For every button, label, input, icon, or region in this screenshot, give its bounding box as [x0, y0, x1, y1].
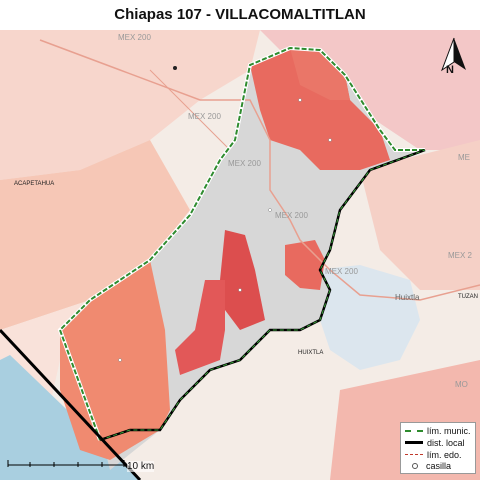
- map-canvas: MEX 200 MEX 200 MEX 200 MEX 200 MEX 200 …: [0, 30, 480, 480]
- legend-swatch-state: [405, 454, 423, 455]
- road-label: MEX 200: [275, 211, 308, 220]
- casilla-dot: [328, 138, 332, 142]
- municipality-north-west: [0, 30, 260, 180]
- municipality-east: [360, 140, 480, 290]
- legend-item-district: dist. local: [405, 437, 465, 448]
- place-label: HUIXTLA: [298, 350, 323, 356]
- road-secondary: [149, 69, 231, 151]
- section-east: [285, 240, 325, 290]
- road-label: MEX 200: [188, 112, 221, 121]
- legend-label: casilla: [426, 460, 452, 471]
- road-label: MO: [455, 380, 468, 389]
- casilla-dot: [238, 288, 242, 292]
- section-north-b: [290, 48, 350, 100]
- map-title: Chiapas 107 - VILLACOMALTITLAN: [114, 6, 366, 23]
- road-mex-200: [39, 39, 480, 301]
- map-frame: MEX 200 MEX 200 MEX 200 MEX 200 MEX 200 …: [0, 30, 480, 480]
- place-label: ACAPETAHUA: [14, 181, 54, 187]
- legend-item-state: lím. edo.: [405, 449, 462, 460]
- legend-label: lím. munic.: [427, 425, 471, 436]
- scale-bar: [7, 460, 125, 467]
- legend-item-casilla: casilla: [405, 460, 451, 471]
- legend-label: lím. edo.: [427, 449, 462, 460]
- legend-label: dist. local: [427, 437, 465, 448]
- legend: lím. munic. dist. local lím. edo. casill…: [400, 422, 476, 474]
- coastline-state-boundary: [0, 328, 142, 480]
- town-marker: [173, 66, 177, 70]
- casilla-dot: [298, 98, 302, 102]
- casilla-dot: [268, 208, 272, 212]
- road-label: MEX 200: [325, 267, 358, 276]
- casilla-dot: [118, 358, 122, 362]
- north-label: N: [446, 64, 454, 76]
- huixtla-urban-area: [315, 265, 420, 370]
- road-label: MEX 2: [448, 251, 473, 260]
- municipality-west: [0, 140, 190, 330]
- scale-label: 10 km: [127, 461, 155, 472]
- district-boundary-inner: [99, 149, 426, 441]
- legend-item-municipal: lím. munic.: [405, 425, 471, 436]
- road-label: ME: [458, 153, 470, 162]
- municipal-boundary: [58, 46, 425, 441]
- road-label: MEX 200: [228, 159, 261, 168]
- legend-swatch-casilla: [412, 462, 418, 469]
- legend-swatch-district: [405, 441, 423, 444]
- legend-swatch-municipal: [405, 429, 423, 432]
- section-center: [220, 230, 265, 330]
- road-label: MEX 200: [118, 33, 151, 42]
- place-label: Huixtla: [395, 293, 420, 302]
- section-north: [250, 48, 390, 170]
- north-arrow-icon: [440, 37, 466, 72]
- place-label: TUZAN: [458, 294, 478, 300]
- section-center-west: [175, 280, 225, 375]
